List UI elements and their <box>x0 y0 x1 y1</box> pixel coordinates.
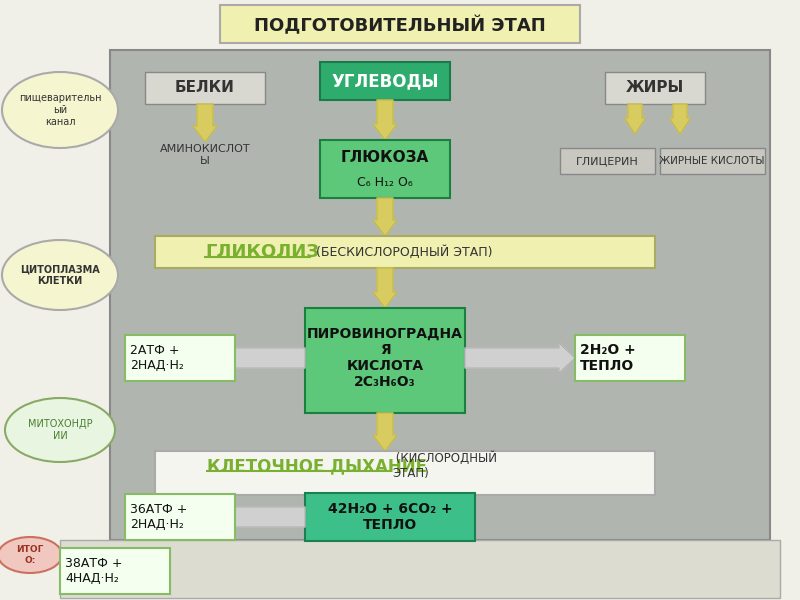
Ellipse shape <box>2 240 118 310</box>
Text: БЕЛКИ: БЕЛКИ <box>175 80 235 95</box>
Text: ГЛИКОЛИЗ: ГЛИКОЛИЗ <box>205 243 319 261</box>
Polygon shape <box>465 343 575 373</box>
Text: ГЛИЦЕРИН: ГЛИЦЕРИН <box>576 156 638 166</box>
Text: ПОДГОТОВИТЕЛЬНЫЙ ЭТАП: ПОДГОТОВИТЕЛЬНЫЙ ЭТАП <box>254 16 546 35</box>
Bar <box>575 335 685 381</box>
Bar <box>155 236 655 268</box>
Text: ЖИРНЫЕ КИСЛОТЫ: ЖИРНЫЕ КИСЛОТЫ <box>659 156 765 166</box>
Text: ЖИРЫ: ЖИРЫ <box>626 80 684 95</box>
Text: (КИСЛОРОДНЫЙ
ЭТАП): (КИСЛОРОДНЫЙ ЭТАП) <box>392 452 497 480</box>
Bar <box>60 540 780 598</box>
Text: КЛЕТОЧНОЕ ДЫХАНИЕ: КЛЕТОЧНОЕ ДЫХАНИЕ <box>207 457 427 475</box>
Polygon shape <box>670 104 690 134</box>
Text: 42Н₂О + 6СО₂ +
ТЕПЛО: 42Н₂О + 6СО₂ + ТЕПЛО <box>328 502 452 532</box>
Bar <box>155 451 655 495</box>
Polygon shape <box>175 502 305 532</box>
Bar <box>220 5 580 43</box>
Polygon shape <box>625 104 646 134</box>
Text: 38АТФ +
4НАД·Н₂: 38АТФ + 4НАД·Н₂ <box>65 557 122 585</box>
Text: 36АТФ +
2НАД·Н₂: 36АТФ + 2НАД·Н₂ <box>130 503 187 531</box>
Polygon shape <box>373 100 397 140</box>
Polygon shape <box>175 343 305 373</box>
Polygon shape <box>373 198 397 236</box>
Bar <box>605 72 705 104</box>
Bar <box>320 62 450 100</box>
Text: АМИНОКИСЛОТ
Ы: АМИНОКИСЛОТ Ы <box>160 144 250 166</box>
Ellipse shape <box>2 72 118 148</box>
Text: 2Н₂О +
ТЕПЛО: 2Н₂О + ТЕПЛО <box>580 343 636 373</box>
Bar <box>125 335 235 381</box>
Bar <box>0 540 800 600</box>
Bar <box>305 493 475 541</box>
Bar <box>660 148 765 174</box>
Bar <box>320 140 450 198</box>
Text: ГЛЮКОЗА: ГЛЮКОЗА <box>341 151 429 166</box>
Bar <box>125 494 235 540</box>
Bar <box>110 50 770 540</box>
Text: (БЕСКИСЛОРОДНЫЙ ЭТАП): (БЕСКИСЛОРОДНЫЙ ЭТАП) <box>312 245 493 259</box>
Text: УГЛЕВОДЫ: УГЛЕВОДЫ <box>331 72 438 90</box>
Text: 2АТФ +
2НАД·Н₂: 2АТФ + 2НАД·Н₂ <box>130 344 184 372</box>
Text: ИТОГ
О:: ИТОГ О: <box>16 545 44 565</box>
Ellipse shape <box>5 398 115 462</box>
Polygon shape <box>193 104 217 142</box>
Polygon shape <box>373 413 397 451</box>
Text: пищеварительн
ый
канал: пищеварительн ый канал <box>18 94 102 127</box>
Polygon shape <box>373 495 397 533</box>
Polygon shape <box>373 268 397 308</box>
Bar <box>560 148 655 174</box>
Text: ЦИТОПЛАЗМА
КЛЕТКИ: ЦИТОПЛАЗМА КЛЕТКИ <box>20 264 100 286</box>
Text: ПИРОВИНОГРАДНА
Я
КИСЛОТА
2С₃Н₆О₃: ПИРОВИНОГРАДНА Я КИСЛОТА 2С₃Н₆О₃ <box>307 326 463 389</box>
Ellipse shape <box>0 537 62 573</box>
Bar <box>305 308 465 413</box>
Text: С₆ Н₁₂ О₆: С₆ Н₁₂ О₆ <box>357 175 413 188</box>
Bar <box>145 72 265 104</box>
Bar <box>60 548 170 594</box>
Text: МИТОХОНДР
ИИ: МИТОХОНДР ИИ <box>28 419 92 441</box>
